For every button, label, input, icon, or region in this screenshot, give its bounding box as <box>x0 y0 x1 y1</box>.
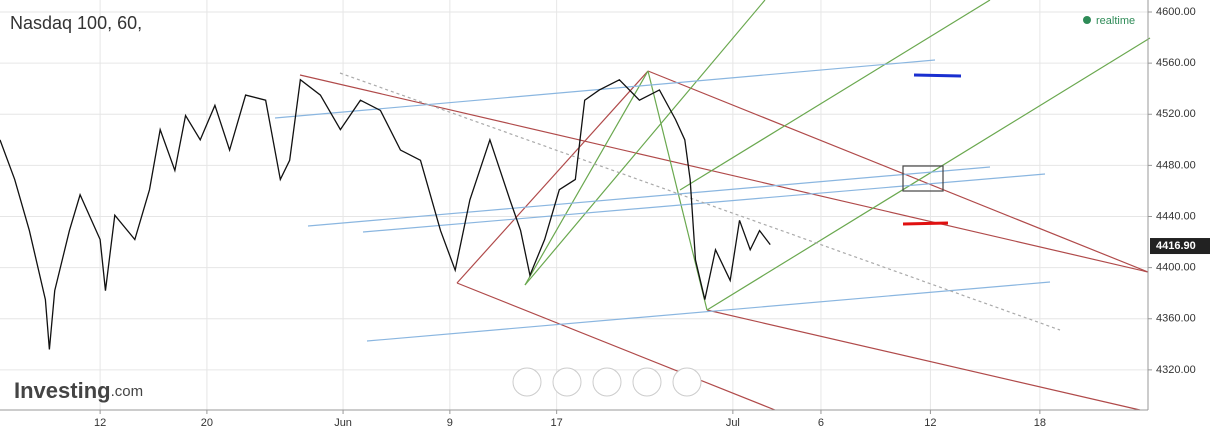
chart-title: Nasdaq 100, 60, <box>10 13 142 33</box>
trend-line <box>339 72 1061 331</box>
x-tick-label: 12 <box>924 417 936 429</box>
pitchfork-line <box>706 37 1151 311</box>
x-tick-label: Jun <box>334 417 352 429</box>
y-tick-label: 4480.00 <box>1156 159 1196 171</box>
channel-line <box>366 281 1051 342</box>
channel-line <box>274 59 936 119</box>
x-tick-label: 17 <box>551 417 563 429</box>
grid <box>0 0 1148 410</box>
last-price-box <box>1150 238 1210 255</box>
zoom-in[interactable] <box>632 367 662 397</box>
brand-name: Investing <box>14 378 111 403</box>
status: realtime <box>1096 15 1135 27</box>
x-tick-label: 12 <box>94 417 106 429</box>
plot <box>0 78 771 350</box>
y-tick-label: 4320.00 <box>1156 364 1196 376</box>
y-tick-label: 4400.00 <box>1156 262 1196 274</box>
pitchfork-line <box>647 70 1149 273</box>
box <box>902 165 944 192</box>
price-line <box>0 78 771 350</box>
brand-suffix: .com <box>111 383 144 400</box>
x-tick-label: 9 <box>447 417 453 429</box>
status-dot <box>1083 16 1091 24</box>
x-tick-label: Jul <box>726 417 740 429</box>
pitchfork-line <box>706 309 1141 411</box>
pitchfork-line <box>456 282 776 411</box>
y-tick-label: 4560.00 <box>1156 57 1196 69</box>
scroll-right[interactable] <box>672 367 702 397</box>
x-tick-label: 20 <box>201 417 213 429</box>
zoom-out[interactable] <box>552 367 582 397</box>
last-price-label: 4416.90 <box>1156 240 1196 252</box>
pitchfork-line <box>524 70 649 286</box>
brand: Investing.com <box>14 378 143 403</box>
marker-line <box>902 221 949 226</box>
y-tick-label: 4600.00 <box>1156 6 1196 18</box>
scroll-left[interactable] <box>512 367 542 397</box>
pitchfork-line <box>679 0 991 191</box>
reset[interactable] <box>592 367 622 397</box>
marker-line <box>913 73 962 78</box>
channel-line <box>307 166 991 227</box>
drawings <box>274 0 1151 411</box>
x-tick-label: 18 <box>1034 417 1046 429</box>
y-tick-label: 4520.00 <box>1156 108 1196 120</box>
pitchfork-line <box>456 70 649 284</box>
y-tick-label: 4440.00 <box>1156 210 1196 222</box>
pitchfork-line <box>299 74 1149 273</box>
y-tick-label: 4360.00 <box>1156 313 1196 325</box>
x-tick-label: 6 <box>818 417 824 429</box>
pitchfork-line <box>524 0 766 286</box>
nav-buttons <box>512 367 702 397</box>
pitchfork-line <box>647 70 708 311</box>
